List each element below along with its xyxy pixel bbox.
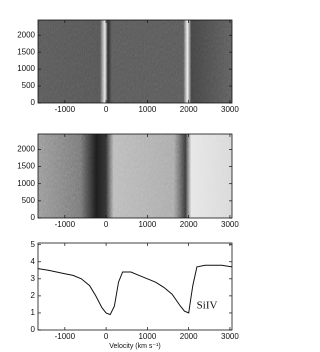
y-tick-label: 2 [31, 291, 36, 300]
x-tick-label: 2000 [180, 332, 198, 341]
x-tick-label: 3000 [221, 105, 239, 114]
y-tick-label: 2000 [17, 30, 35, 39]
x-tick-label: -1000 [55, 105, 76, 114]
y-tick-label: 1000 [17, 64, 35, 73]
x-tick-label: 1000 [138, 220, 156, 229]
y-tick-label: 1500 [17, 162, 35, 171]
annotation: SiIV [197, 300, 218, 312]
x-tick-label: 3000 [221, 332, 239, 341]
x-tick-label: 3000 [221, 220, 239, 229]
axes-frame [37, 133, 233, 219]
y-tick-label: 1500 [17, 47, 35, 56]
image-noise [38, 134, 232, 218]
axes-frame [37, 242, 233, 331]
x-axis-label: Velocity (km s⁻¹) [109, 343, 161, 350]
flux-line [37, 264, 233, 316]
x-tick-label: -1000 [55, 332, 76, 341]
x-tick-label: 0 [104, 332, 109, 341]
x-tick-label: 0 [104, 220, 109, 229]
y-tick-label: 3 [31, 274, 36, 283]
y-tick-label: 0 [31, 98, 36, 107]
x-tick-label: -1000 [55, 220, 76, 229]
y-tick-label: 2000 [17, 145, 35, 154]
x-tick-label: 2000 [180, 105, 198, 114]
y-tick-label: 4 [31, 257, 36, 266]
y-tick-label: 5 [31, 240, 36, 249]
y-tick-label: 1 [31, 308, 36, 317]
x-tick-label: 1000 [138, 332, 156, 341]
x-tick-label: 2000 [180, 220, 198, 229]
x-tick-label: 0 [104, 105, 109, 114]
axes-frame [37, 19, 233, 104]
y-tick-label: 0 [31, 325, 36, 334]
y-tick-label: 500 [22, 81, 36, 90]
y-tick-label: 500 [22, 196, 36, 205]
image-noise [38, 20, 232, 103]
y-tick-label: 1000 [17, 179, 35, 188]
x-tick-label: 1000 [138, 105, 156, 114]
y-tick-label: 0 [31, 213, 36, 222]
